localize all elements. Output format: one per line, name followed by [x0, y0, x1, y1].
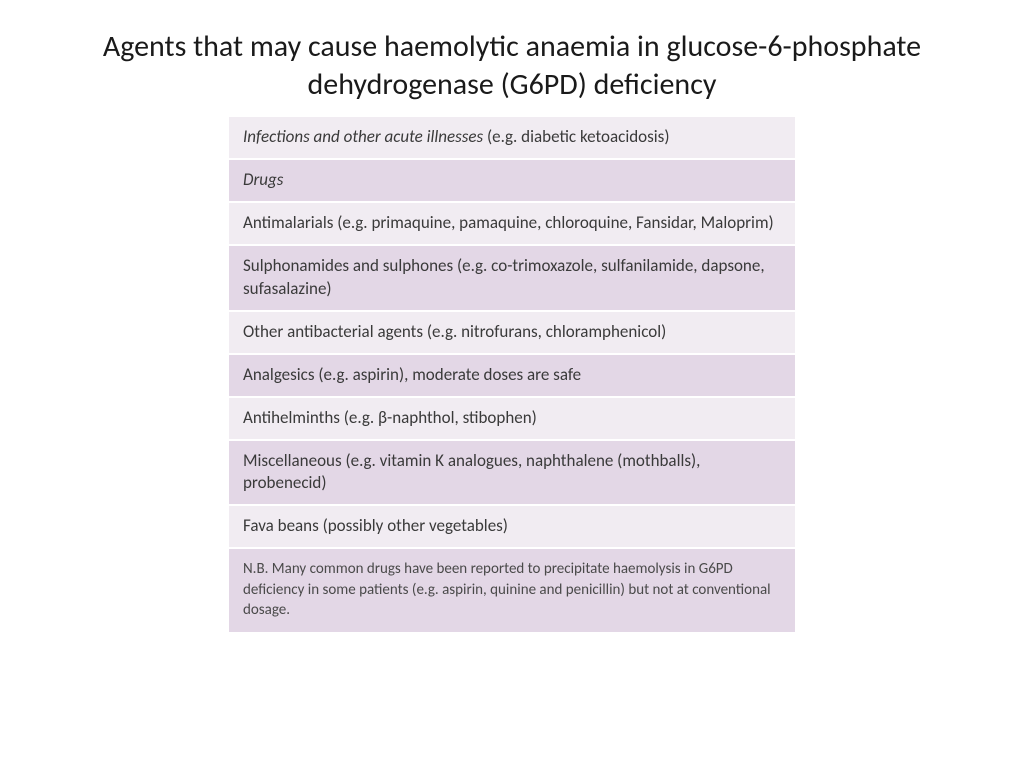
row-text: N.B. Many common drugs have been reporte… — [243, 560, 771, 619]
table-row-fava-beans: Fava beans (possibly other vegetables) — [229, 506, 795, 549]
table-row-note: N.B. Many common drugs have been reporte… — [229, 549, 795, 634]
agents-table: Infections and other acute illnesses (e.… — [229, 117, 795, 634]
table-row-antimalarials: Antimalarials (e.g. primaquine, pamaquin… — [229, 203, 795, 246]
table-row-drugs-header: Drugs — [229, 160, 795, 203]
table-row-antihelminths: Antihelminths (e.g. β-naphthol, stibophe… — [229, 398, 795, 441]
row-text: Other antibacterial agents (e.g. nitrofu… — [243, 321, 666, 342]
row-rest: (e.g. diabetic ketoacidosis) — [483, 126, 669, 147]
slide: Agents that may cause haemolytic anaemia… — [0, 0, 1024, 768]
slide-title: Agents that may cause haemolytic anaemia… — [0, 28, 1024, 117]
table-row-antibacterial: Other antibacterial agents (e.g. nitrofu… — [229, 312, 795, 355]
table-row-miscellaneous: Miscellaneous (e.g. vitamin K analogues,… — [229, 441, 795, 507]
row-text: Analgesics (e.g. aspirin), moderate dose… — [243, 364, 581, 385]
row-text: Drugs — [243, 169, 283, 190]
table-row-analgesics: Analgesics (e.g. aspirin), moderate dose… — [229, 355, 795, 398]
table-row-infections: Infections and other acute illnesses (e.… — [229, 117, 795, 160]
row-text: Fava beans (possibly other vegetables) — [243, 515, 508, 536]
row-text: Antimalarials (e.g. primaquine, pamaquin… — [243, 212, 774, 233]
row-text: Sulphonamides and sulphones (e.g. co-tri… — [243, 255, 765, 299]
row-text: Miscellaneous (e.g. vitamin K analogues,… — [243, 450, 700, 494]
row-lead-italic: Infections and other acute illnesses — [243, 126, 483, 147]
row-text: Antihelminths (e.g. β-naphthol, stibophe… — [243, 407, 537, 428]
table-row-sulphonamides: Sulphonamides and sulphones (e.g. co-tri… — [229, 246, 795, 312]
